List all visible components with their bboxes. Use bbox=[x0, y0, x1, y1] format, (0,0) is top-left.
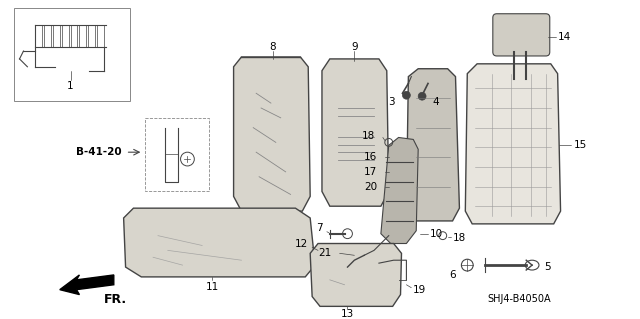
Polygon shape bbox=[124, 208, 315, 277]
Bar bbox=[145, 118, 209, 191]
Text: 14: 14 bbox=[557, 32, 571, 42]
FancyBboxPatch shape bbox=[493, 14, 550, 56]
Text: 7: 7 bbox=[316, 223, 323, 233]
Bar bbox=[13, 8, 129, 101]
Text: 6: 6 bbox=[449, 270, 456, 280]
Text: 17: 17 bbox=[364, 167, 377, 177]
Polygon shape bbox=[465, 64, 561, 224]
Polygon shape bbox=[381, 137, 418, 243]
Text: 16: 16 bbox=[364, 152, 377, 162]
Text: 4: 4 bbox=[433, 97, 440, 107]
Text: 19: 19 bbox=[413, 285, 426, 295]
Text: 11: 11 bbox=[205, 282, 219, 292]
Text: SHJ4-B4050A: SHJ4-B4050A bbox=[487, 294, 550, 304]
Polygon shape bbox=[322, 59, 388, 206]
Text: 1: 1 bbox=[67, 81, 74, 92]
Text: 15: 15 bbox=[573, 140, 587, 150]
Text: 9: 9 bbox=[351, 42, 358, 52]
Text: FR.: FR. bbox=[104, 293, 127, 306]
Text: 8: 8 bbox=[269, 42, 276, 52]
Text: 18: 18 bbox=[362, 130, 375, 140]
Text: 12: 12 bbox=[295, 239, 308, 249]
Text: 20: 20 bbox=[364, 182, 377, 192]
Text: 10: 10 bbox=[430, 229, 443, 239]
Text: B-41-20: B-41-20 bbox=[76, 147, 122, 157]
Polygon shape bbox=[310, 243, 401, 306]
Polygon shape bbox=[406, 69, 460, 221]
Circle shape bbox=[403, 91, 410, 99]
Text: 5: 5 bbox=[544, 262, 550, 272]
Text: 21: 21 bbox=[319, 248, 332, 258]
Text: 13: 13 bbox=[341, 309, 354, 319]
Circle shape bbox=[418, 92, 426, 100]
Polygon shape bbox=[60, 275, 114, 294]
Text: 3: 3 bbox=[388, 97, 395, 107]
Polygon shape bbox=[234, 57, 310, 211]
Text: 18: 18 bbox=[452, 233, 466, 243]
